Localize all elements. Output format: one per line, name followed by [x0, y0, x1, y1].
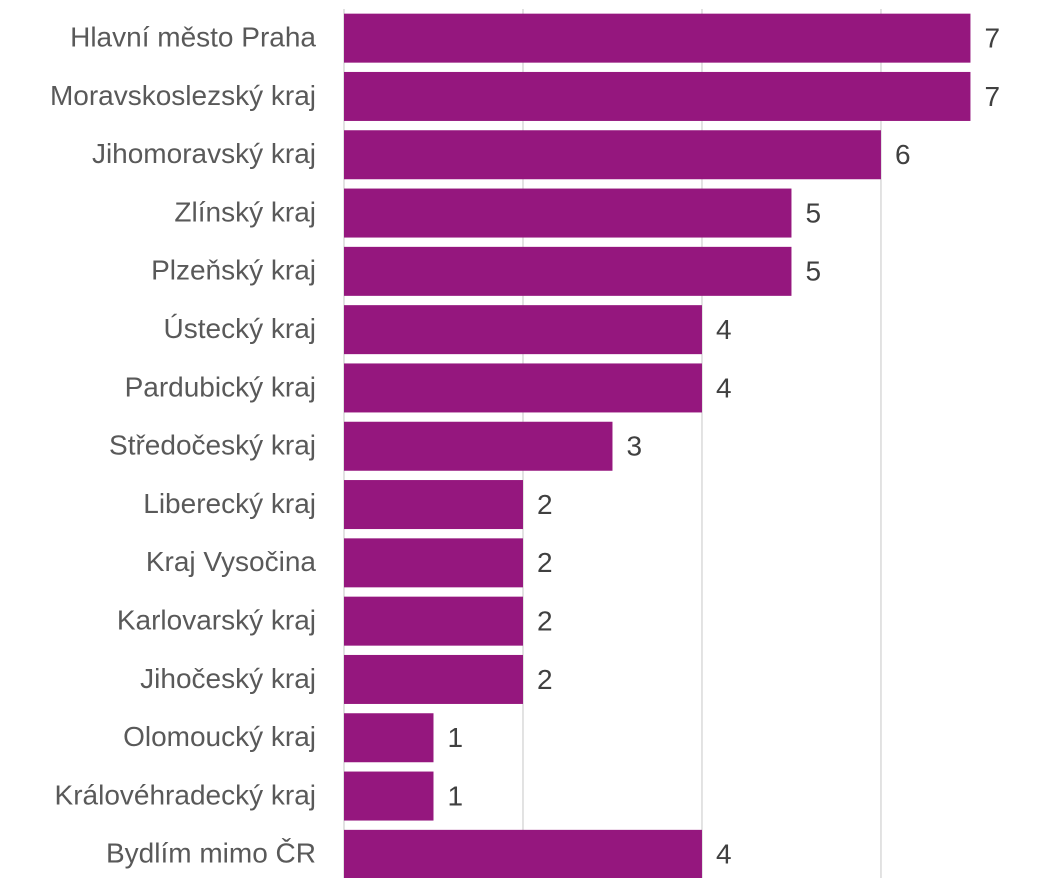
- bar: [344, 596, 523, 646]
- bar: [344, 480, 523, 530]
- value-label: 4: [716, 839, 732, 870]
- y-tick-label: Karlovarský kraj: [117, 605, 316, 636]
- value-label: 7: [984, 23, 1000, 54]
- bar: [344, 829, 702, 878]
- bar: [344, 71, 971, 121]
- bar: [344, 130, 881, 180]
- value-label: 1: [447, 780, 463, 811]
- value-label: 2: [537, 606, 553, 637]
- y-tick-label: Hlavní město Praha: [70, 22, 316, 53]
- bar: [344, 421, 613, 471]
- bar: [344, 246, 792, 296]
- y-tick-label: Ústecký kraj: [164, 313, 316, 344]
- y-tick-label: Moravskoslezský kraj: [50, 80, 316, 111]
- y-tick-label: Bydlím mimo ČR: [106, 838, 316, 869]
- value-label: 4: [716, 372, 732, 403]
- y-tick-label: Plzeňský kraj: [151, 255, 316, 286]
- y-tick-label: Pardubický kraj: [125, 371, 316, 402]
- bar: [344, 771, 434, 821]
- value-label: 7: [984, 81, 1000, 112]
- y-tick-label: Středočeský kraj: [109, 430, 316, 461]
- y-tick-label: Jihočeský kraj: [140, 663, 316, 694]
- bar: [344, 188, 792, 238]
- bar: [344, 654, 523, 704]
- bar: [344, 538, 523, 588]
- bar: [344, 13, 971, 63]
- value-label: 5: [805, 256, 821, 287]
- y-tick-label: Kraj Vysočina: [146, 546, 317, 577]
- y-tick-label: Královéhradecký kraj: [55, 779, 316, 810]
- value-label: 4: [716, 314, 732, 345]
- value-label: 3: [626, 431, 642, 462]
- y-tick-label: Zlínský kraj: [174, 196, 316, 227]
- y-tick-label: Liberecký kraj: [143, 488, 316, 519]
- bar: [344, 713, 434, 763]
- value-label: 1: [447, 722, 463, 753]
- y-tick-label: Olomoucký kraj: [123, 721, 316, 752]
- value-label: 2: [537, 489, 553, 520]
- bar: [344, 305, 702, 355]
- value-label: 5: [805, 197, 821, 228]
- value-label: 2: [537, 547, 553, 578]
- y-tick-label: Jihomoravský kraj: [92, 138, 316, 169]
- value-label: 6: [895, 139, 911, 170]
- value-label: 2: [537, 664, 553, 695]
- bar: [344, 363, 702, 413]
